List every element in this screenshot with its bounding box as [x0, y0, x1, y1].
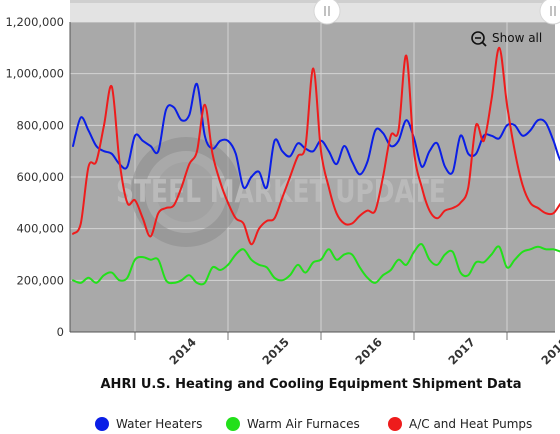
- legend: Water Heaters Warm Air Furnaces A/C and He…: [95, 417, 532, 431]
- series-layer: [72, 46, 560, 286]
- legend-marker: [95, 417, 109, 431]
- y-tick-label: 600,000: [16, 170, 64, 184]
- navigator-bar-shade: [70, 0, 555, 3]
- legend-marker: [388, 417, 402, 431]
- y-tick-label: 400,000: [16, 222, 64, 236]
- series-line: [72, 46, 560, 246]
- x-tick-label: 2018: [538, 335, 560, 368]
- legend-label: A/C and Heat Pumps: [409, 417, 532, 431]
- navigator-handle-left[interactable]: [313, 0, 341, 25]
- legend-label: Warm Air Furnaces: [247, 417, 360, 431]
- series-line: [72, 243, 560, 286]
- watermark-logo: [131, 137, 241, 247]
- show-all-label: Show all: [492, 31, 542, 45]
- x-axis: 2014 2015 2016 2017 2018: [166, 335, 560, 368]
- legend-item[interactable]: Water Heaters: [95, 417, 202, 431]
- x-tick-label: 2016: [352, 335, 385, 368]
- legend-item[interactable]: Warm Air Furnaces: [226, 417, 360, 431]
- y-tick-label: 0: [57, 325, 64, 339]
- navigator-bar[interactable]: [70, 0, 555, 22]
- x-tick-label: 2014: [166, 335, 199, 368]
- legend-item[interactable]: A/C and Heat Pumps: [388, 417, 532, 431]
- legend-label: Water Heaters: [116, 417, 202, 431]
- y-tick-label: 200,000: [16, 273, 64, 287]
- zoom-out-icon: [471, 31, 487, 47]
- show-all-button[interactable]: Show all: [471, 31, 542, 47]
- watermark-text: STEEL MARKET UPDATE: [116, 174, 446, 210]
- series-line: [72, 82, 560, 190]
- y-axis: 0 200,000 400,000 600,000 800,000 1,000,000 1,…: [5, 15, 64, 339]
- legend-marker: [226, 417, 240, 431]
- chart-title: AHRI U.S. Heating and Cooling Equipment …: [101, 377, 522, 392]
- x-tick-label: 2015: [259, 335, 292, 368]
- x-tick-label: 2017: [445, 335, 478, 368]
- navigator-handle-right[interactable]: [539, 0, 560, 25]
- y-tick-label: 1,000,000: [5, 67, 64, 81]
- y-tick-label: 1,200,000: [5, 15, 64, 29]
- y-tick-label: 800,000: [16, 118, 64, 132]
